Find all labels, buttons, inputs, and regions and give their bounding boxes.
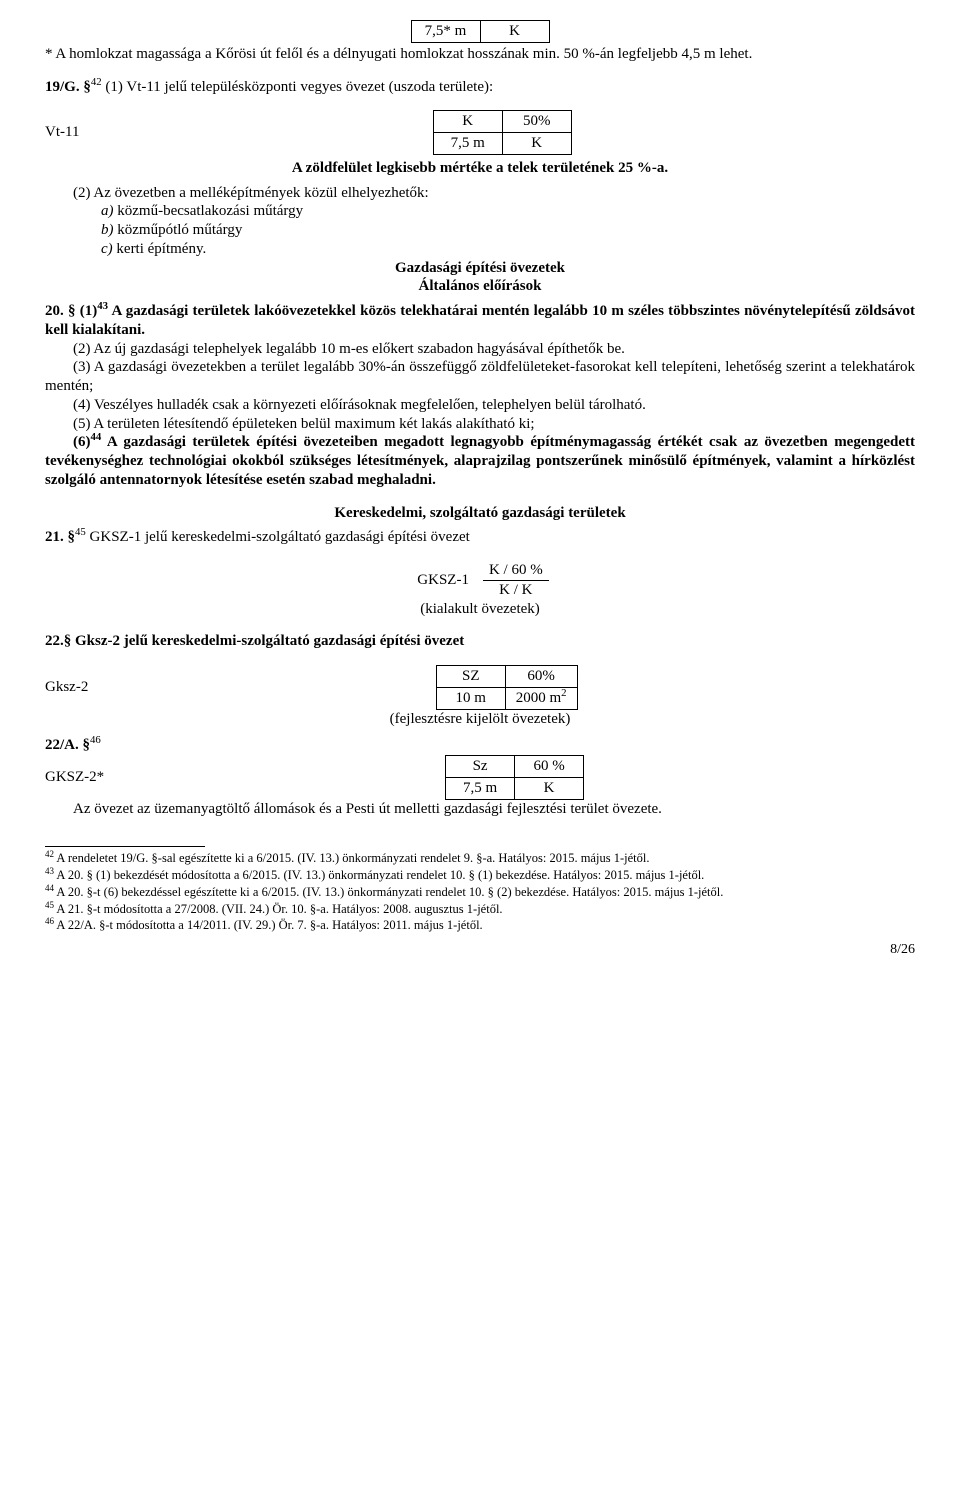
fn42-text: A rendeletet 19/G. §-sal egészítette ki …: [54, 851, 649, 865]
s20-p3: (3) A gazdasági övezetekben a terület le…: [45, 358, 915, 396]
vt11-label: Vt-11: [45, 123, 89, 142]
s19g-p2-intro: (2) Az övezetben a melléképítmények közü…: [45, 184, 915, 203]
s22a-caption: Az övezet az üzemanyagtöltő állomások és…: [45, 800, 915, 819]
s19g-p2b-text: közműpótló műtárgy: [114, 222, 243, 238]
s19g-p2a-text: közmű-becsatlakozási műtárgy: [114, 203, 304, 219]
vt11-table-row: Vt-11 K 50% 7,5 m K: [45, 110, 915, 155]
s20-p5: (5) A területen létesítendő épületeken b…: [45, 415, 915, 434]
vt11-r1c1: K: [433, 111, 502, 133]
fn44-sup: 44: [45, 883, 54, 893]
gksz2-caption: (fejlesztésre kijelölt övezetek): [45, 710, 915, 729]
s20-p6-text: A gazdasági területek építési övezeteibe…: [45, 434, 915, 488]
s19g-sup: 42: [91, 76, 102, 88]
s22a-sup: 46: [90, 734, 101, 746]
s20-prefix: 20. § (1): [45, 303, 97, 319]
s19g-p2c-label: c): [101, 241, 113, 257]
gksz2-r2c2: 2000 m2: [505, 687, 577, 709]
gksz1-caption: (kialakult övezetek): [45, 600, 915, 619]
sub-h2: Általános előírások: [45, 277, 915, 296]
s19g-p2a: a) közmű-becsatlakozási műtárgy: [45, 202, 915, 221]
s19g-p2c-text: kerti építmény.: [113, 241, 207, 257]
gksz2s-table: Sz 60 % 7,5 m K: [445, 755, 584, 800]
s19g-p2b-label: b): [101, 222, 114, 238]
gksz2-r2c1: 10 m: [436, 687, 505, 709]
gksz2s-label: GKSZ-2*: [45, 768, 114, 787]
gksz1-label: GKSZ-1: [411, 561, 483, 600]
s20-p6: (6)44 A gazdasági területek építési övez…: [45, 433, 915, 489]
s19g-p2b: b) közműpótló műtárgy: [45, 221, 915, 240]
top-table: 7,5* m K: [411, 20, 550, 43]
gksz2s-r2c2: K: [515, 777, 584, 799]
fn46-text: A 22/A. §-t módosította a 14/2011. (IV. …: [54, 918, 483, 932]
top-note: * A homlokzat magassága a Kőrösi út felő…: [45, 45, 915, 64]
s20-p1-text: A gazdasági területek lakóövezetekkel kö…: [45, 303, 915, 338]
gksz2-r2c2-a: 2000 m: [516, 690, 561, 706]
footnote-44: 44 A 20. §-t (6) bekezdéssel egészítette…: [45, 885, 915, 900]
s21-prefix: 21. §: [45, 529, 75, 545]
s21-sup: 45: [75, 526, 86, 538]
gksz2-label: Gksz-2: [45, 678, 98, 697]
section-heading: Kereskedelmi, szolgáltató gazdasági terü…: [45, 504, 915, 523]
gksz1-table: GKSZ-1 K / 60 % K / K: [411, 561, 548, 600]
gksz1-r1: K / 60 %: [483, 561, 549, 580]
s20-sup: 43: [97, 300, 108, 312]
fn42-sup: 42: [45, 849, 54, 859]
footnote-separator: [45, 846, 205, 847]
vt11-caption: A zöldfelület legkisebb mértéke a telek …: [45, 159, 915, 178]
gksz2-table: SZ 60% 10 m 2000 m2: [436, 665, 578, 710]
gksz2s-r2c1: 7,5 m: [446, 777, 515, 799]
gksz2-r2c2-sup: 2: [561, 687, 566, 699]
fn46-sup: 46: [45, 916, 54, 926]
s22a-prefix: 22/A. §: [45, 737, 90, 753]
page-number: 8/26: [45, 941, 915, 959]
footnote-45: 45 A 21. §-t módosította a 27/2008. (VII…: [45, 902, 915, 917]
s20-p1: 20. § (1)43 A gazdasági területek lakóöv…: [45, 302, 915, 340]
top-table-c1: 7,5* m: [411, 21, 480, 43]
s21-heading: 21. §45 GKSZ-1 jelű kereskedelmi-szolgál…: [45, 528, 915, 547]
fn44-text: A 20. §-t (6) bekezdéssel egészítette ki…: [54, 885, 723, 899]
gksz2s-r1c1: Sz: [446, 756, 515, 778]
s20-p4: (4) Veszélyes hulladék csak a környezeti…: [45, 396, 915, 415]
fn43-text: A 20. § (1) bekezdését módosította a 6/2…: [54, 868, 704, 882]
s20-p6-sup: 44: [91, 431, 102, 443]
s22-heading: 22.§ Gksz-2 jelű kereskedelmi-szolgáltat…: [45, 632, 915, 651]
s20-p2: (2) Az új gazdasági telephelyek legalább…: [45, 340, 915, 359]
gksz2-r1c2: 60%: [505, 666, 577, 688]
vt11-r2c2: K: [502, 133, 571, 155]
footnote-43: 43 A 20. § (1) bekezdését módosította a …: [45, 868, 915, 883]
s19g-p2c: c) kerti építmény.: [45, 240, 915, 259]
fn45-text: A 21. §-t módosította a 27/2008. (VII. 2…: [54, 902, 503, 916]
top-table-c2: K: [480, 21, 549, 43]
top-table-wrap: 7,5* m K: [45, 20, 915, 43]
s19g-p2a-label: a): [101, 203, 114, 219]
vt11-table: K 50% 7,5 m K: [433, 110, 572, 155]
s21-rest: GKSZ-1 jelű kereskedelmi-szolgáltató gaz…: [86, 529, 470, 545]
gksz2s-row: GKSZ-2* Sz 60 % 7,5 m K: [45, 755, 915, 800]
footnotes: 42 A rendeletet 19/G. §-sal egészítette …: [45, 851, 915, 933]
s19g-prefix: 19/G. §: [45, 79, 91, 95]
gksz1-block: GKSZ-1 K / 60 % K / K (kialakult övezete…: [45, 561, 915, 618]
fn43-sup: 43: [45, 866, 54, 876]
footnote-42: 42 A rendeletet 19/G. §-sal egészítette …: [45, 851, 915, 866]
gksz2-r1c1: SZ: [436, 666, 505, 688]
s20-p6-prefix: (6): [73, 434, 91, 450]
sub-h1: Gazdasági építési övezetek: [45, 259, 915, 278]
vt11-r2c1: 7,5 m: [433, 133, 502, 155]
vt11-r1c2: 50%: [502, 111, 571, 133]
gksz1-r2: K / K: [483, 580, 549, 599]
gksz2s-r1c2: 60 %: [515, 756, 584, 778]
gksz2-row: Gksz-2 SZ 60% 10 m 2000 m2: [45, 665, 915, 710]
s22a-heading: 22/A. §46: [45, 736, 915, 755]
s22-heading-text: 22.§ Gksz-2 jelű kereskedelmi-szolgáltat…: [45, 633, 464, 649]
s19g-heading: 19/G. §42 (1) Vt-11 jelű településközpon…: [45, 78, 915, 97]
footnote-46: 46 A 22/A. §-t módosította a 14/2011. (I…: [45, 918, 915, 933]
s19g-rest: (1) Vt-11 jelű településközponti vegyes …: [102, 79, 494, 95]
fn45-sup: 45: [45, 899, 54, 909]
